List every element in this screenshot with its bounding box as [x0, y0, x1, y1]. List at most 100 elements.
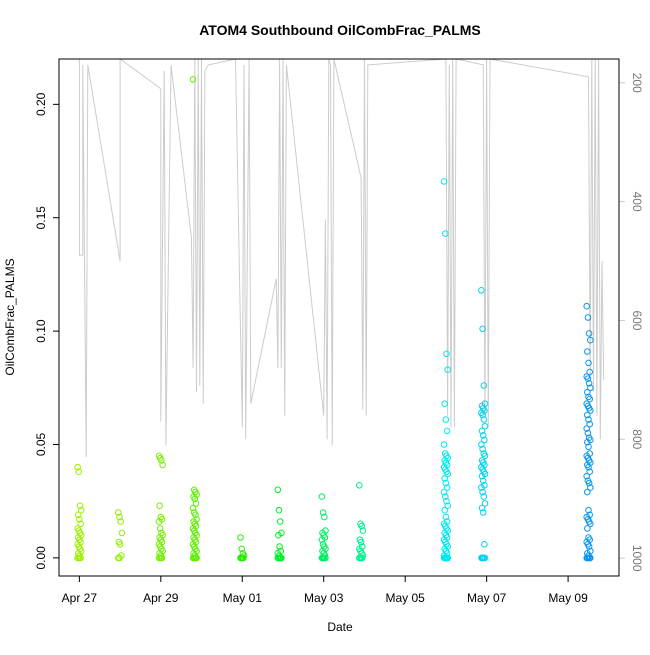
y-tick-label: 0.15 [34, 206, 48, 230]
data-point [77, 506, 85, 514]
data-point [443, 497, 450, 505]
y-tick-label: 0.10 [34, 319, 48, 343]
x-tick-label: May 05 [386, 591, 426, 605]
y-tick-label: 0.20 [34, 92, 48, 116]
data-point [159, 461, 166, 469]
data-point [192, 511, 199, 519]
data-point [479, 432, 487, 439]
data-point [481, 452, 489, 460]
data-point [587, 407, 594, 414]
data-point [116, 554, 123, 562]
data-point [276, 543, 283, 550]
data-point [275, 531, 282, 539]
data-point [318, 493, 326, 500]
data-point [443, 484, 451, 491]
data-point [586, 420, 594, 428]
data-point [444, 470, 452, 478]
data-point [587, 520, 594, 528]
data-point [481, 423, 489, 430]
data-point [359, 527, 367, 534]
x-axis-label: Date [327, 620, 353, 634]
data-point [441, 506, 449, 514]
data-point [481, 500, 489, 507]
data-point [585, 543, 593, 550]
data-point [585, 463, 592, 471]
pressure-tick-label: 600 [630, 310, 644, 330]
x-tick-label: Apr 29 [143, 591, 179, 605]
data-point [442, 416, 450, 423]
data-point [585, 479, 593, 487]
data-point [584, 348, 591, 355]
data-point [479, 445, 486, 453]
chart-title: ATOM4 Southbound OilCombFrac_PALMS [199, 22, 481, 38]
data-point [444, 366, 452, 374]
data-point [74, 511, 82, 519]
data-point [443, 427, 451, 435]
data-point [358, 522, 366, 530]
data-point [77, 520, 84, 528]
data-point [118, 529, 126, 537]
x-tick-label: May 09 [548, 591, 588, 605]
data-point [356, 554, 363, 562]
data-point [584, 438, 591, 446]
data-point [479, 325, 486, 333]
data-point [442, 479, 450, 487]
data-point [156, 525, 164, 532]
data-point [322, 554, 329, 562]
data-point [480, 493, 488, 500]
data-point [237, 534, 244, 541]
data-point [584, 389, 591, 396]
data-point [117, 518, 124, 525]
data-point [478, 484, 485, 491]
data-point [274, 486, 282, 494]
data-point [440, 488, 448, 496]
data-point [191, 495, 199, 503]
data-point [158, 457, 165, 464]
data-point [116, 513, 123, 521]
data-point [275, 506, 283, 514]
data-point [319, 509, 327, 516]
data-point [479, 488, 486, 496]
data-point [587, 336, 594, 344]
data-point [586, 468, 594, 476]
data-point [584, 554, 591, 562]
data-point [318, 536, 326, 544]
data-point [441, 475, 449, 482]
data-point [479, 554, 487, 562]
data-point [481, 554, 489, 562]
data-point [585, 380, 593, 387]
data-point [357, 538, 365, 546]
data-point [481, 541, 488, 548]
data-point [585, 359, 592, 367]
data-point [585, 506, 592, 514]
data-point [189, 504, 197, 512]
data-point [584, 488, 591, 496]
data-point [442, 493, 449, 500]
data-point [76, 502, 84, 510]
data-point [155, 518, 163, 525]
data-point [440, 178, 448, 185]
pressure-tick-label: 400 [630, 192, 644, 212]
pressure-line [78, 58, 605, 458]
data-point [274, 554, 282, 562]
data-point [479, 509, 487, 516]
data-point [158, 554, 165, 562]
x-tick-label: May 07 [467, 591, 507, 605]
data-point [478, 427, 486, 435]
plot-border [58, 58, 620, 577]
data-point [321, 513, 328, 521]
data-point [584, 314, 592, 321]
data-point [277, 554, 285, 562]
data-point [444, 554, 452, 562]
data-point [356, 482, 363, 489]
data-point [587, 384, 594, 392]
data-point [583, 472, 591, 480]
pressure-tick-label: 800 [630, 429, 644, 449]
data-point [583, 425, 591, 432]
data-point [276, 518, 284, 525]
data-point [441, 400, 449, 408]
data-point [440, 441, 448, 448]
data-point [479, 477, 487, 485]
